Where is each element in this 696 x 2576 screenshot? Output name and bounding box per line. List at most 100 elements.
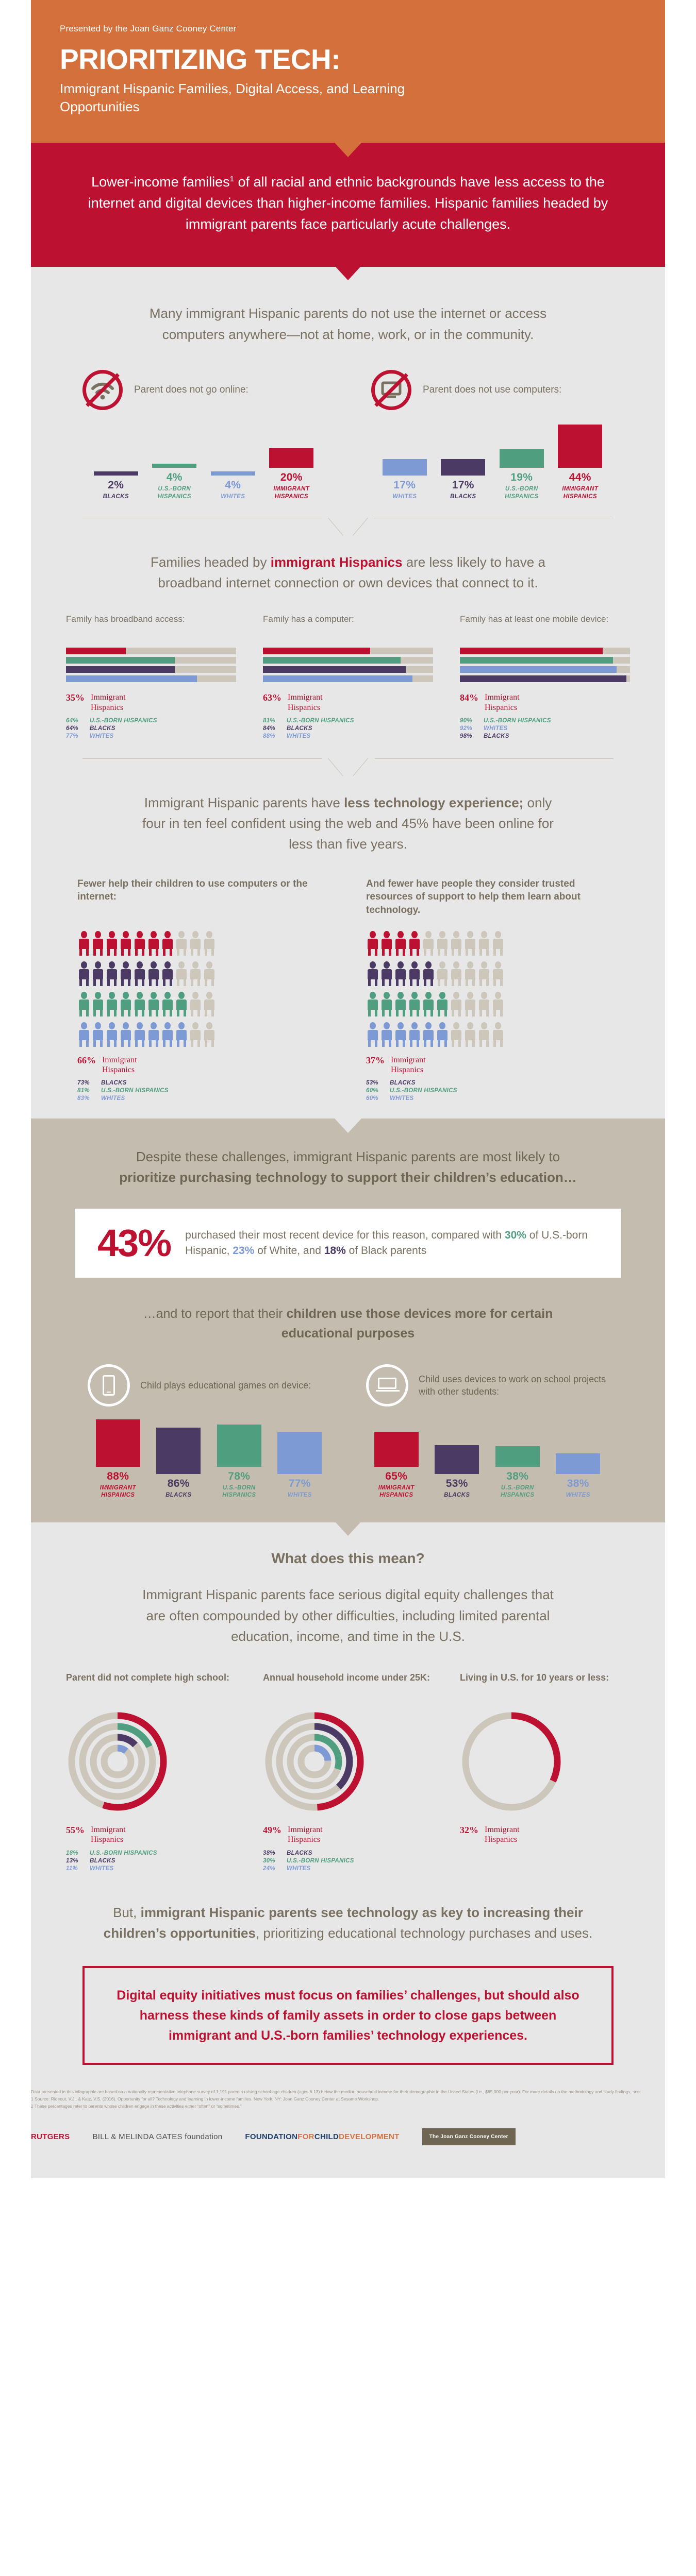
- legend-value: 38%: [263, 1850, 275, 1856]
- person-icon: [203, 961, 216, 986]
- person-head: [397, 991, 404, 999]
- red-notch-icon: [336, 267, 360, 281]
- person-head: [481, 991, 487, 999]
- person-leg: [403, 947, 405, 956]
- person-leg: [197, 947, 200, 956]
- person-icon: [408, 961, 421, 986]
- s3-pre: Immigrant Hispanic parents have: [144, 794, 344, 810]
- person-head: [206, 930, 212, 938]
- person-icon: [491, 930, 505, 956]
- person-leg: [191, 947, 193, 956]
- person-leg: [128, 977, 130, 986]
- bar-column: 65% IMMIGRANT HISPANICS: [374, 1431, 419, 1499]
- legend-primary: 55% Immigrant Hispanics: [66, 1825, 236, 1844]
- person-head: [425, 1022, 432, 1029]
- key-message-banner: Lower-income families1 of all racial and…: [31, 143, 665, 267]
- chart-title: Annual household income under 25K:: [263, 1672, 430, 1683]
- person-head: [151, 930, 157, 938]
- person-leg: [458, 947, 461, 956]
- person-head: [123, 930, 129, 938]
- person-leg: [500, 977, 503, 986]
- person-head: [370, 961, 376, 969]
- legend-name: U.S.-BORN HISPANICS: [484, 717, 551, 724]
- person-leg: [375, 977, 377, 986]
- person-head: [81, 930, 87, 938]
- infographic-page: Presented by the Joan Ganz Cooney Center…: [0, 0, 696, 2178]
- person-body: [451, 1029, 461, 1040]
- person-leg: [458, 1008, 461, 1016]
- bar-fill: [460, 657, 613, 664]
- page-subtitle: Immigrant Hispanic Families, Digital Acc…: [60, 81, 405, 115]
- legend-value: 81%: [77, 1088, 90, 1094]
- person-icon: [422, 991, 435, 1016]
- legend-row: 88% WHITES: [263, 733, 433, 739]
- bar-column: 2% BLACKS: [93, 471, 138, 500]
- chart1-label: Parent does not go online:: [134, 384, 248, 396]
- donut-chart: Annual household income under 25K: 49% Imm…: [263, 1671, 433, 1873]
- person-icon: [477, 961, 491, 986]
- section4-charts: Child plays educational games on device:…: [31, 1362, 665, 1499]
- chart-legend: 66% Immigrant Hispanics 73% BLACKS 81% U.S.-BO…: [77, 1055, 330, 1101]
- cooney-center-logo: The Joan Ganz Cooney Center: [422, 2128, 516, 2146]
- person-icon: [463, 930, 477, 956]
- bar-fill: [66, 666, 175, 673]
- person-leg: [486, 1008, 489, 1016]
- person-head: [481, 930, 487, 938]
- person-body: [479, 1029, 489, 1040]
- rings-wrap: [460, 1707, 563, 1816]
- pictogram-row: [366, 990, 619, 1016]
- person-body: [162, 938, 173, 949]
- section5-title: What does this mean?: [271, 1550, 425, 1567]
- dev2-header: Child uses devices to work on school pro…: [366, 1362, 608, 1409]
- person-icon: [366, 961, 379, 986]
- chart-legend: 55% Immigrant Hispanics 18% U.S.-BORN HISPAN…: [66, 1825, 236, 1871]
- person-leg: [403, 1008, 405, 1016]
- pictogram-chart: Fewer help their children to use compute…: [77, 877, 330, 1103]
- fcd-d: DEVELOPMENT: [339, 2132, 400, 2142]
- person-icon: [77, 961, 91, 986]
- person-icon: [491, 1022, 505, 1047]
- section2-lead: Families headed by immigrant Hispanics a…: [137, 552, 559, 594]
- divider-vee-icon: [328, 518, 368, 538]
- person-leg: [403, 977, 405, 986]
- person-leg: [472, 977, 475, 986]
- person-head: [109, 930, 115, 938]
- bar-track: [263, 657, 433, 664]
- person-head: [439, 991, 445, 999]
- bar: [441, 459, 486, 476]
- section3-lead: Immigrant Hispanic parents have less tec…: [137, 792, 559, 855]
- person-icon: [394, 930, 407, 956]
- person-icon: [408, 991, 421, 1016]
- legend-row: 13% BLACKS: [66, 1858, 236, 1864]
- person-leg: [375, 1038, 377, 1047]
- person-head: [384, 991, 390, 999]
- person-leg: [375, 947, 377, 956]
- person-body: [79, 999, 89, 1010]
- person-leg: [177, 977, 179, 986]
- dev2-label: Child uses devices to work on school pro…: [419, 1374, 606, 1397]
- person-body: [121, 938, 131, 949]
- person-leg: [424, 977, 426, 986]
- bar-category: BLACKS: [450, 493, 476, 500]
- person-body: [176, 999, 187, 1010]
- legend-value: 18%: [66, 1850, 78, 1856]
- person-head: [467, 991, 473, 999]
- person-leg: [382, 947, 385, 956]
- person-icon: [436, 930, 449, 956]
- person-icon: [105, 930, 119, 956]
- legend-name: WHITES: [287, 1865, 311, 1872]
- person-leg: [100, 947, 103, 956]
- person-head: [481, 961, 487, 969]
- person-icon: [91, 991, 105, 1016]
- person-leg: [438, 947, 440, 956]
- person-leg: [177, 1038, 179, 1047]
- chart-legend: 35% Immigrant Hispanics 64% U.S.-BORN HISPAN…: [66, 692, 236, 739]
- person-body: [465, 1029, 475, 1040]
- stat-card-text: purchased their most recent device for t…: [185, 1228, 599, 1259]
- person-head: [425, 930, 432, 938]
- legend-primary: 37% Immigrant Hispanics: [366, 1055, 619, 1075]
- person-leg: [211, 1038, 214, 1047]
- horizontal-bar-chart: Family has a computer: 63% Immigrant Hispan…: [263, 614, 433, 740]
- person-body: [148, 969, 159, 979]
- legend-name: WHITES: [90, 733, 114, 739]
